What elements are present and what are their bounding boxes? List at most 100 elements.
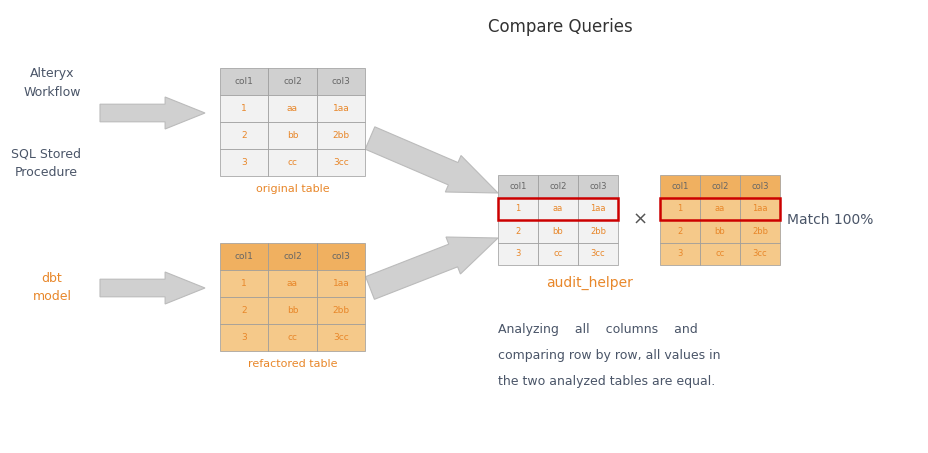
- Text: Match 100%: Match 100%: [786, 213, 872, 227]
- Text: col3: col3: [751, 182, 768, 191]
- Bar: [220, 297, 268, 324]
- Bar: [268, 149, 316, 176]
- Text: 2bb: 2bb: [332, 131, 349, 140]
- Bar: [537, 220, 577, 242]
- Bar: [316, 324, 365, 351]
- Bar: [659, 242, 699, 265]
- Bar: [577, 220, 617, 242]
- Text: col2: col2: [711, 182, 728, 191]
- Text: col2: col2: [283, 77, 302, 86]
- Bar: [316, 270, 365, 297]
- Text: col1: col1: [671, 182, 688, 191]
- Bar: [659, 198, 780, 220]
- Bar: [316, 122, 365, 149]
- Bar: [497, 198, 537, 220]
- Bar: [268, 297, 316, 324]
- Text: bb: bb: [714, 227, 725, 236]
- Text: 1: 1: [677, 204, 682, 213]
- Bar: [316, 68, 365, 95]
- Text: 3: 3: [515, 249, 520, 258]
- Text: 1aa: 1aa: [752, 204, 767, 213]
- Bar: [699, 175, 740, 198]
- Bar: [659, 220, 699, 242]
- Text: aa: aa: [715, 204, 725, 213]
- Text: Compare Queries: Compare Queries: [487, 18, 632, 36]
- Text: col1: col1: [509, 182, 526, 191]
- Bar: [497, 220, 537, 242]
- Text: 2: 2: [241, 306, 247, 315]
- Polygon shape: [366, 237, 497, 299]
- Text: bb: bb: [287, 131, 298, 140]
- Text: col3: col3: [331, 252, 350, 261]
- Text: aa: aa: [552, 204, 562, 213]
- Text: 1aa: 1aa: [589, 204, 605, 213]
- Text: 1: 1: [241, 104, 247, 113]
- Text: col3: col3: [331, 77, 350, 86]
- Bar: [740, 242, 780, 265]
- Text: col2: col2: [283, 252, 302, 261]
- Bar: [316, 243, 365, 270]
- Bar: [268, 95, 316, 122]
- Text: original table: original table: [255, 184, 329, 194]
- Bar: [268, 243, 316, 270]
- Text: aa: aa: [287, 104, 298, 113]
- Polygon shape: [100, 272, 205, 304]
- Text: 2bb: 2bb: [751, 227, 767, 236]
- Text: 3cc: 3cc: [332, 158, 348, 167]
- Text: ×: ×: [632, 211, 647, 229]
- Text: col2: col2: [548, 182, 566, 191]
- Text: col1: col1: [235, 77, 253, 86]
- Bar: [268, 68, 316, 95]
- Text: 2bb: 2bb: [332, 306, 349, 315]
- Text: the two analyzed tables are equal.: the two analyzed tables are equal.: [497, 375, 715, 388]
- Bar: [699, 220, 740, 242]
- Bar: [699, 242, 740, 265]
- Bar: [316, 149, 365, 176]
- Bar: [497, 198, 617, 220]
- Text: refactored table: refactored table: [248, 359, 337, 369]
- Bar: [659, 198, 699, 220]
- Text: cc: cc: [553, 249, 562, 258]
- Bar: [220, 95, 268, 122]
- Text: 2: 2: [515, 227, 520, 236]
- Text: Alteryx
Workflow: Alteryx Workflow: [23, 67, 81, 98]
- Polygon shape: [100, 97, 205, 129]
- Bar: [316, 297, 365, 324]
- Text: dbt
model: dbt model: [32, 273, 71, 304]
- Bar: [577, 198, 617, 220]
- Text: 2: 2: [677, 227, 682, 236]
- Text: cc: cc: [287, 333, 297, 342]
- Text: bb: bb: [287, 306, 298, 315]
- Text: SQL Stored
Procedure: SQL Stored Procedure: [11, 148, 81, 178]
- Bar: [220, 324, 268, 351]
- Text: 3cc: 3cc: [332, 333, 348, 342]
- Text: 3cc: 3cc: [590, 249, 605, 258]
- Bar: [268, 270, 316, 297]
- Bar: [537, 198, 577, 220]
- Bar: [220, 270, 268, 297]
- Bar: [740, 220, 780, 242]
- Text: 1aa: 1aa: [332, 279, 349, 288]
- Text: 2bb: 2bb: [589, 227, 605, 236]
- Bar: [577, 242, 617, 265]
- Bar: [497, 242, 537, 265]
- Text: cc: cc: [715, 249, 724, 258]
- Text: 3: 3: [677, 249, 682, 258]
- Text: col1: col1: [235, 252, 253, 261]
- Text: audit_helper: audit_helper: [546, 276, 633, 290]
- Bar: [699, 198, 740, 220]
- Bar: [577, 175, 617, 198]
- Bar: [740, 175, 780, 198]
- Bar: [220, 149, 268, 176]
- Bar: [740, 198, 780, 220]
- Bar: [220, 243, 268, 270]
- Bar: [659, 175, 699, 198]
- Text: 3: 3: [241, 158, 247, 167]
- Bar: [316, 95, 365, 122]
- Text: 1aa: 1aa: [332, 104, 349, 113]
- Bar: [268, 324, 316, 351]
- Bar: [537, 242, 577, 265]
- Text: Analyzing    all    columns    and: Analyzing all columns and: [497, 323, 697, 336]
- Text: cc: cc: [287, 158, 297, 167]
- Text: col3: col3: [588, 182, 606, 191]
